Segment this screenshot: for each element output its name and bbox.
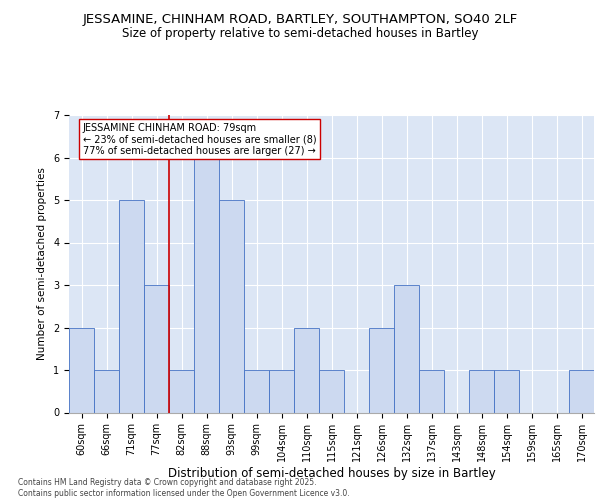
Bar — [419, 370, 444, 412]
Y-axis label: Number of semi-detached properties: Number of semi-detached properties — [37, 168, 47, 360]
Text: Size of property relative to semi-detached houses in Bartley: Size of property relative to semi-detach… — [122, 28, 478, 40]
Bar — [294, 328, 319, 412]
Bar — [269, 370, 294, 412]
Bar — [494, 370, 519, 412]
Bar — [144, 285, 169, 412]
Bar — [169, 370, 194, 412]
Bar — [394, 285, 419, 412]
Text: Contains HM Land Registry data © Crown copyright and database right 2025.
Contai: Contains HM Land Registry data © Crown c… — [18, 478, 350, 498]
Bar — [244, 370, 269, 412]
Text: JESSAMINE CHINHAM ROAD: 79sqm
← 23% of semi-detached houses are smaller (8)
77% : JESSAMINE CHINHAM ROAD: 79sqm ← 23% of s… — [83, 122, 316, 156]
Bar — [194, 158, 219, 412]
Bar — [119, 200, 144, 412]
X-axis label: Distribution of semi-detached houses by size in Bartley: Distribution of semi-detached houses by … — [167, 467, 496, 480]
Bar — [219, 200, 244, 412]
Bar — [469, 370, 494, 412]
Bar — [94, 370, 119, 412]
Bar — [569, 370, 594, 412]
Bar — [319, 370, 344, 412]
Bar — [369, 328, 394, 412]
Bar — [69, 328, 94, 412]
Text: JESSAMINE, CHINHAM ROAD, BARTLEY, SOUTHAMPTON, SO40 2LF: JESSAMINE, CHINHAM ROAD, BARTLEY, SOUTHA… — [82, 12, 518, 26]
